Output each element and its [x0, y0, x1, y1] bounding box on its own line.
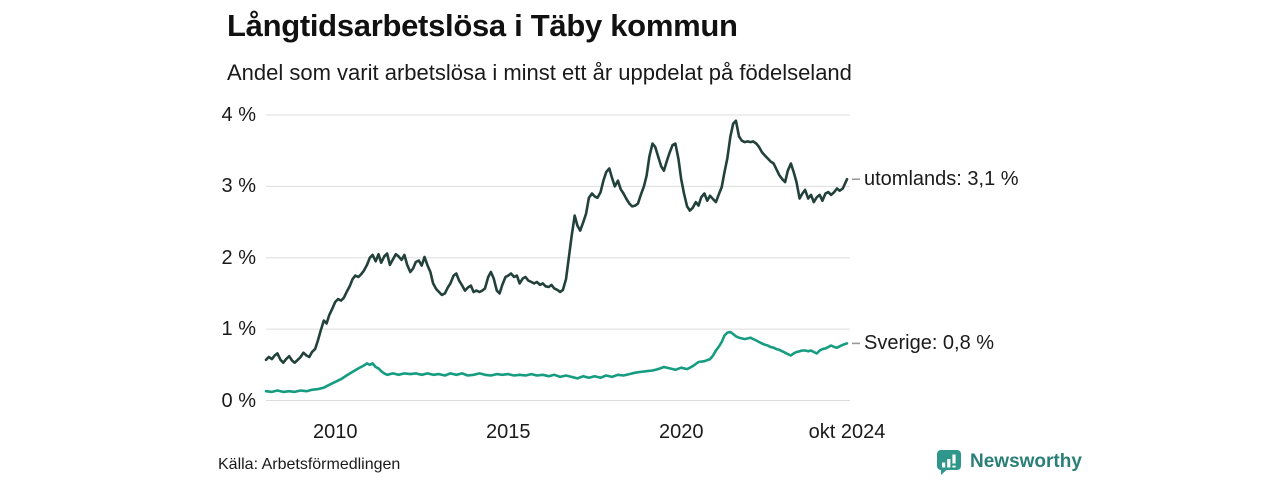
- y-tick-label: 2 %: [221, 246, 256, 269]
- series-line-utomlands: [264, 119, 849, 365]
- page-subtitle: Andel som varit arbetslösa i minst ett å…: [227, 60, 852, 85]
- x-tick-label: 2020: [658, 421, 704, 443]
- y-tick-label: 3 %: [221, 175, 256, 198]
- x-tick-label: 2015: [485, 421, 531, 443]
- source-note: Källa: Arbetsförmedlingen: [218, 456, 401, 473]
- bar-chart-speech-bubble-icon: [937, 450, 961, 475]
- series-label-utomlands: utomlands: 3,1 %: [864, 168, 1019, 191]
- series-label-sverige: Sverige: 0,8 %: [864, 332, 995, 355]
- newsworthy-wordmark: Newsworthy: [970, 451, 1082, 472]
- series-line-Sverige: [264, 330, 849, 394]
- x-tick-label: 2010: [312, 421, 358, 443]
- newsworthy-logo: Newsworthy: [936, 449, 1082, 475]
- y-tick-label: 4 %: [221, 104, 256, 126]
- page-title: Långtidsarbetslösa i Täby kommun: [227, 8, 738, 43]
- y-tick-label: 0 %: [221, 389, 256, 412]
- y-tick-label: 1 %: [221, 318, 256, 341]
- x-tick-label: okt 2024: [808, 421, 886, 443]
